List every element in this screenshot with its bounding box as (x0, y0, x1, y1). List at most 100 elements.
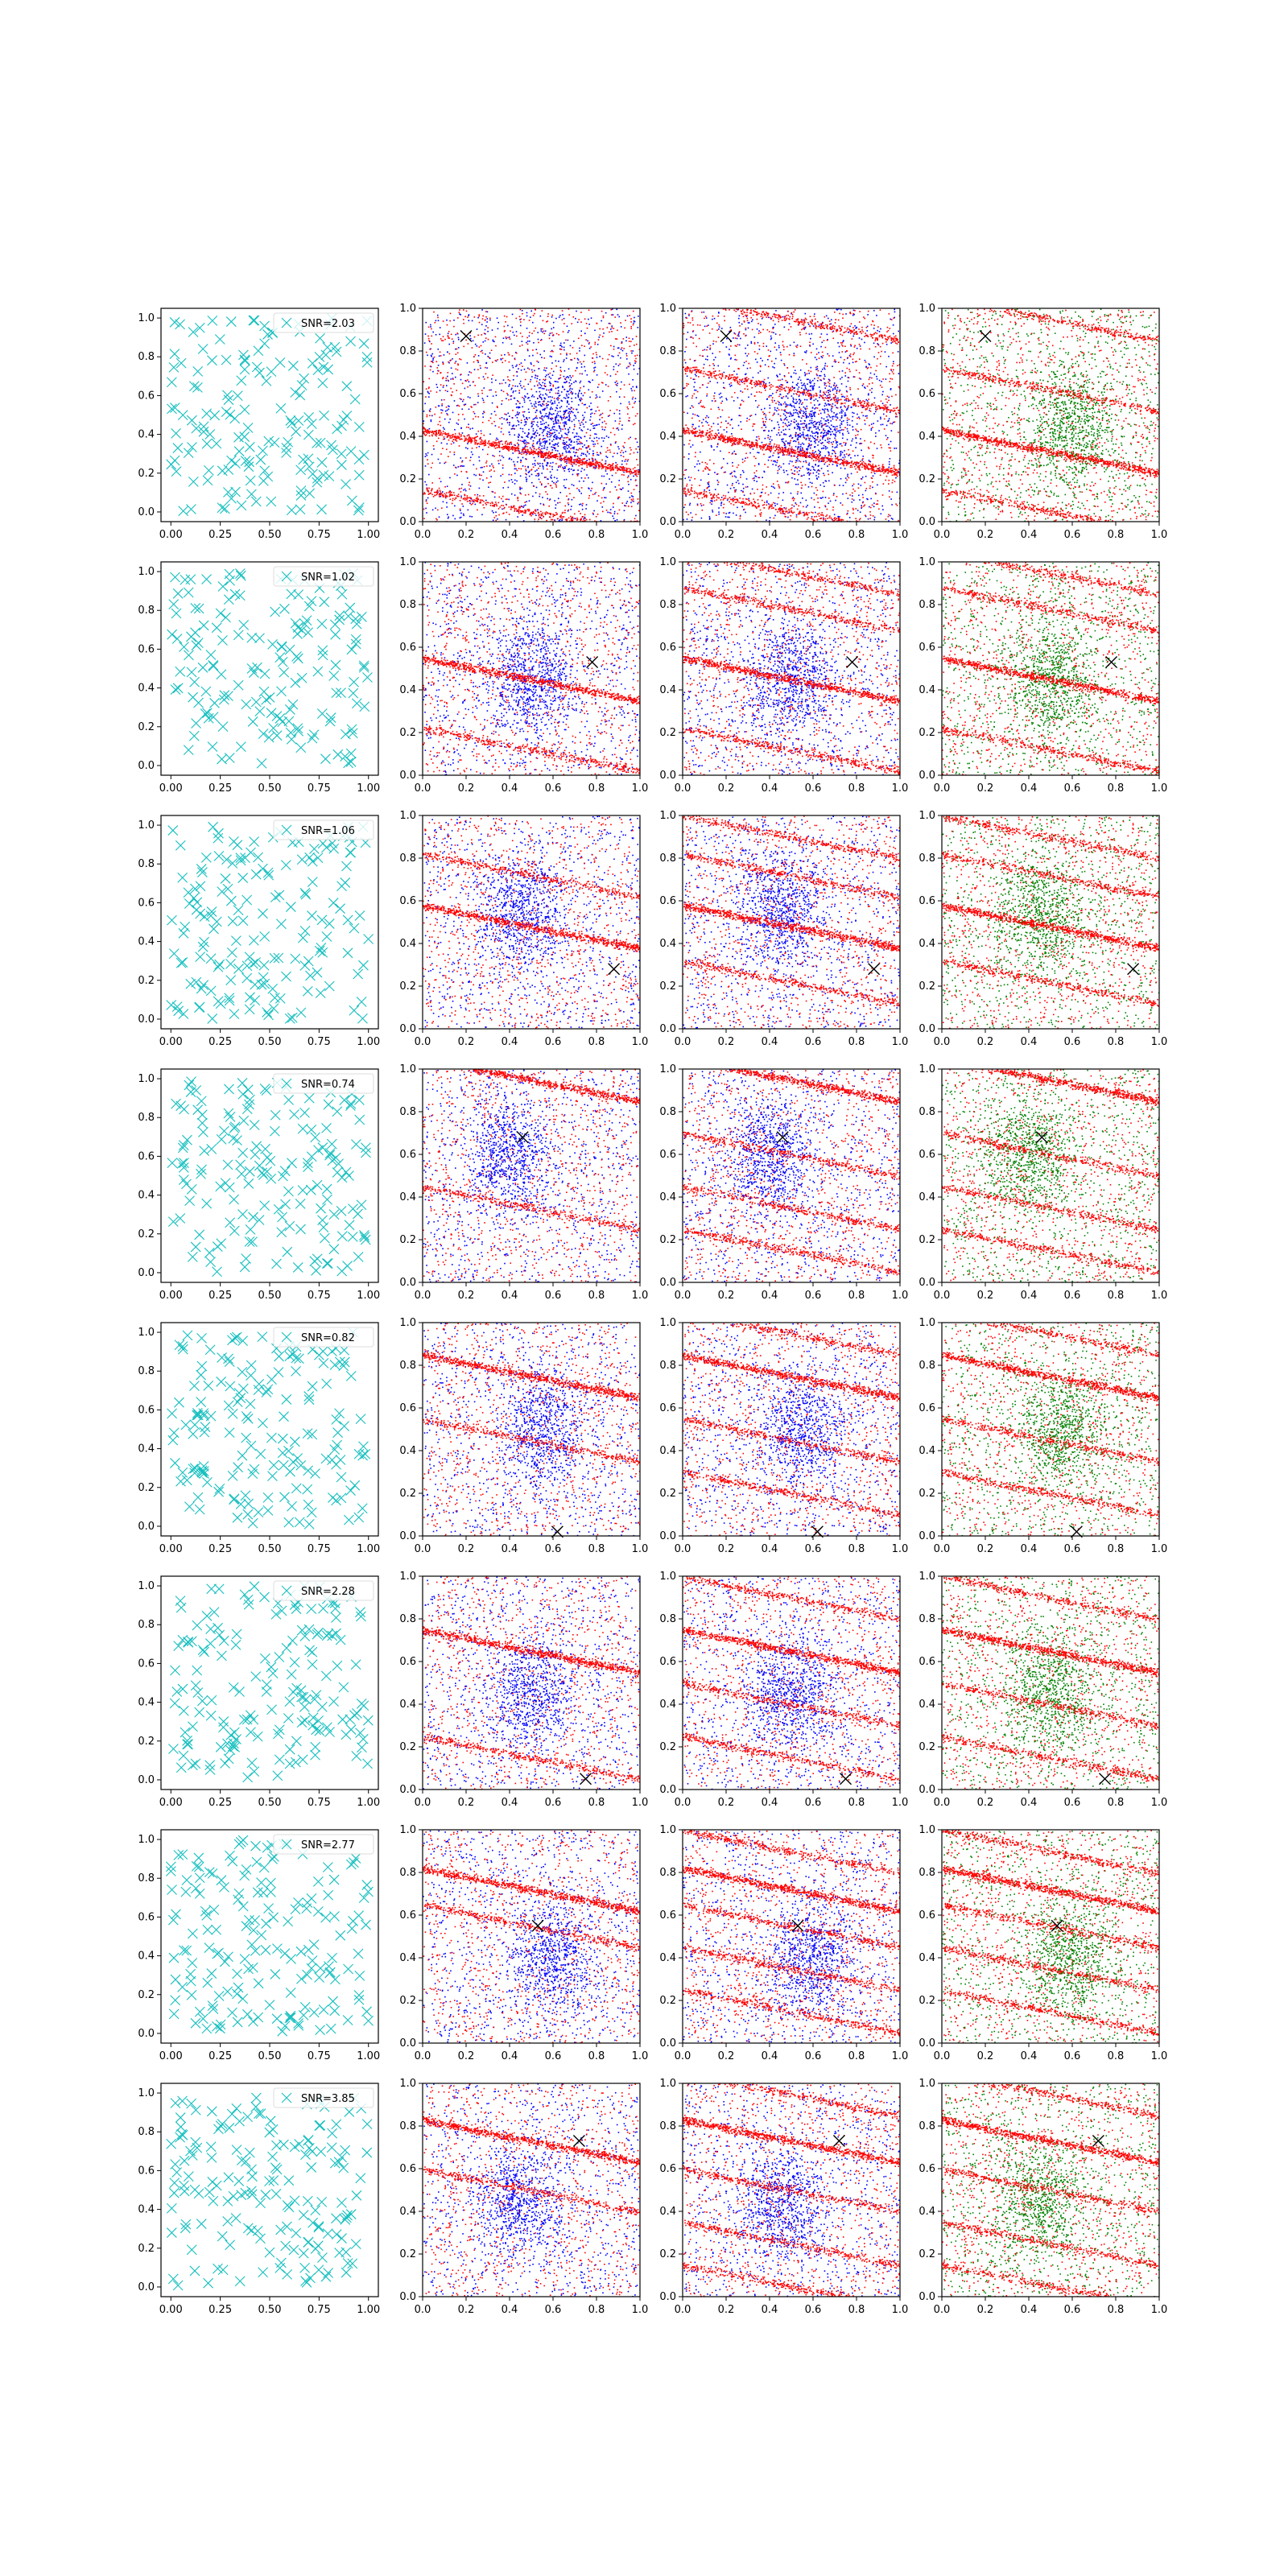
point-blue (762, 360, 763, 361)
point-blue (550, 378, 551, 379)
point-red (549, 465, 551, 467)
point-blue (453, 442, 455, 444)
point-blue (845, 477, 847, 479)
point-blue (733, 487, 735, 489)
point-blue (469, 397, 471, 398)
point-blue (781, 419, 782, 421)
point-blue (770, 441, 771, 443)
point-blue (699, 463, 700, 464)
point-red (469, 435, 470, 436)
point-blue (542, 423, 543, 425)
point-red (714, 401, 716, 402)
x-marker (230, 414, 240, 423)
x-marker (347, 496, 357, 506)
point-blue (630, 502, 632, 504)
point-blue (890, 411, 891, 413)
point-blue (787, 474, 789, 476)
point-red (596, 464, 597, 466)
point-blue (808, 324, 810, 325)
point-blue (578, 396, 580, 398)
point-blue (789, 323, 791, 324)
point-blue (720, 416, 721, 418)
point-blue (586, 474, 588, 476)
point-red (485, 462, 487, 464)
point-red (576, 474, 578, 476)
point-blue (548, 415, 550, 416)
point-red (484, 440, 485, 442)
y-tick-label: 0.8 (399, 345, 416, 357)
point-red (536, 361, 538, 362)
point-red (616, 428, 617, 430)
point-blue (721, 328, 723, 329)
point-red (566, 353, 568, 354)
point-red (627, 408, 629, 410)
point-red (463, 498, 464, 500)
point-blue (713, 365, 715, 366)
point-blue (749, 415, 751, 417)
point-blue (890, 388, 892, 390)
point-red (712, 363, 714, 365)
point-red (745, 335, 746, 336)
point-red (590, 435, 592, 436)
point-blue (824, 430, 826, 431)
point-blue (825, 520, 827, 522)
point-red (482, 504, 484, 506)
point-blue (801, 387, 803, 389)
point-red (605, 452, 607, 453)
point-red (517, 510, 518, 511)
x-marker (318, 378, 328, 388)
point-blue (580, 381, 582, 382)
point-red (612, 464, 613, 465)
point-blue (871, 388, 873, 390)
point-blue (704, 312, 705, 313)
point-blue (555, 381, 557, 382)
point-blue (533, 342, 535, 344)
point-blue (426, 484, 427, 485)
point-red (711, 439, 712, 440)
point-blue (539, 411, 541, 412)
point-blue (572, 499, 573, 501)
point-blue (739, 316, 741, 317)
point-red (462, 383, 464, 385)
point-red (445, 497, 447, 498)
point-blue (555, 410, 556, 411)
point-red (523, 452, 525, 453)
point-blue (485, 325, 487, 327)
point-red (684, 387, 686, 389)
point-blue (597, 500, 598, 502)
point-blue (573, 429, 575, 431)
point-red (630, 449, 632, 451)
point-red (522, 336, 523, 337)
point-blue (477, 345, 478, 347)
point-red (582, 462, 584, 464)
point-blue (581, 443, 583, 444)
point-red (593, 467, 595, 469)
point-red (636, 336, 638, 337)
point-blue (533, 419, 535, 420)
point-blue (580, 398, 582, 399)
point-red (603, 489, 605, 491)
point-red (431, 482, 433, 484)
point-red (488, 339, 489, 341)
point-blue (792, 398, 794, 399)
point-blue (766, 519, 767, 521)
point-red (530, 448, 532, 450)
point-blue (540, 503, 542, 505)
point-red (530, 450, 532, 452)
point-red (578, 465, 580, 467)
point-blue (551, 435, 552, 436)
point-red (573, 497, 575, 498)
point-red (544, 367, 546, 369)
point-red (619, 423, 621, 425)
point-blue (511, 327, 513, 328)
point-blue (740, 390, 741, 392)
point-red (464, 499, 466, 501)
point-blue (821, 356, 823, 357)
point-blue (690, 503, 691, 505)
point-blue (534, 463, 535, 464)
point-blue (590, 416, 592, 418)
point-red (873, 515, 874, 517)
point-blue (684, 478, 686, 480)
point-blue (701, 422, 703, 423)
point-red (626, 469, 628, 471)
